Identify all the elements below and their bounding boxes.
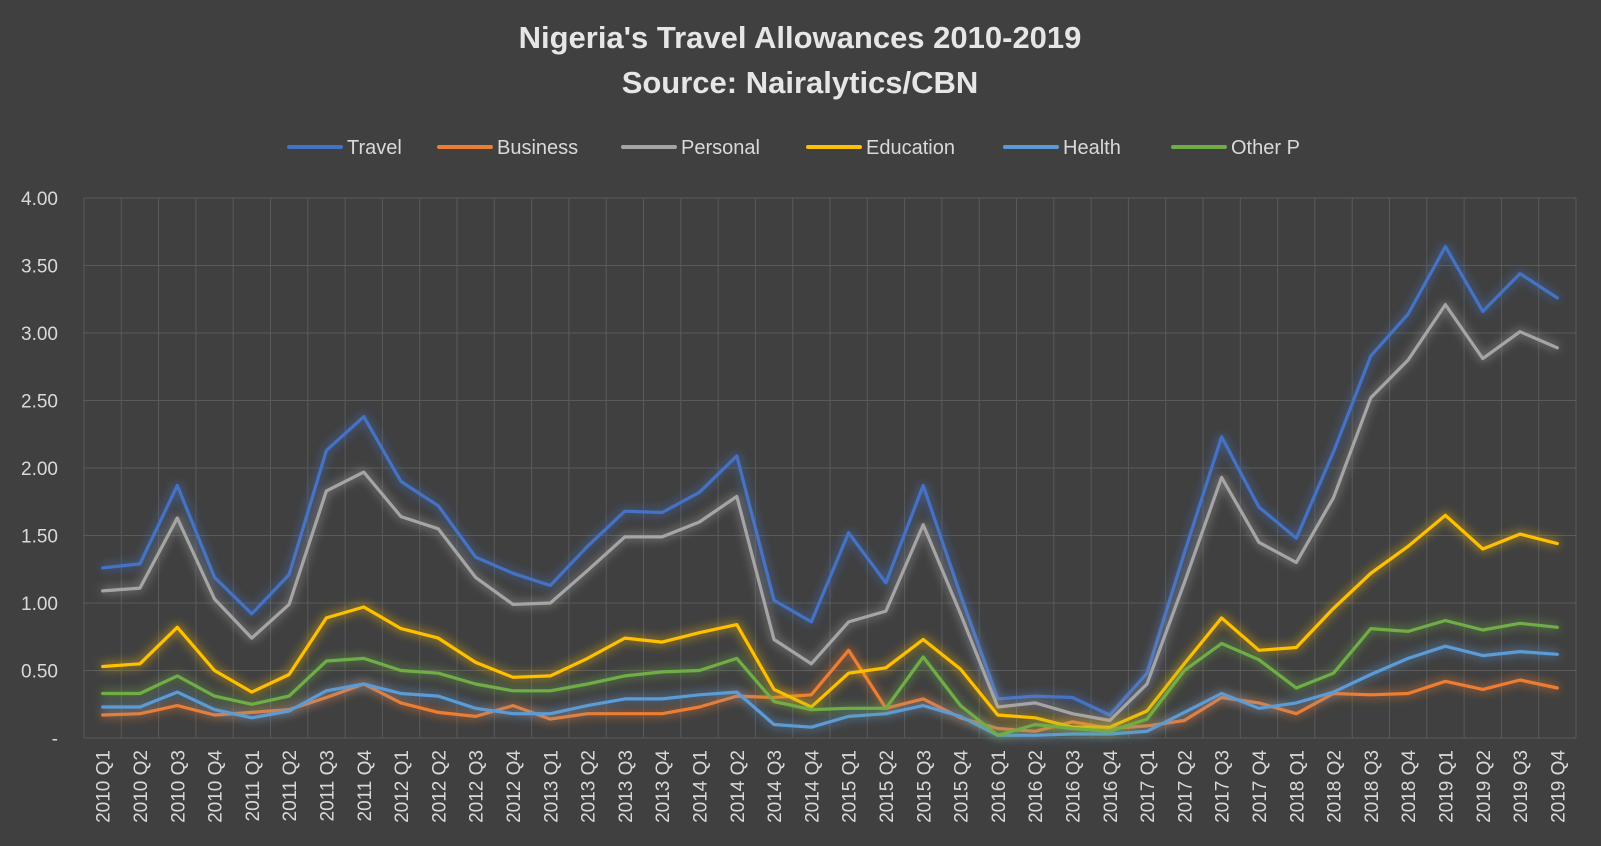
series-line-personal bbox=[101, 303, 1559, 723]
x-tick-label: 2019 Q4 bbox=[1548, 750, 1569, 823]
x-tick-label: 2019 Q2 bbox=[1474, 750, 1495, 823]
series-lines bbox=[101, 245, 1559, 737]
x-tick-label: 2013 Q3 bbox=[616, 750, 637, 823]
x-tick-label: 2018 Q4 bbox=[1399, 750, 1420, 823]
x-tick-label: 2012 Q3 bbox=[467, 750, 488, 823]
x-tick-label: 2011 Q3 bbox=[317, 750, 338, 821]
legend-label: Personal bbox=[681, 137, 760, 159]
y-tick-label: 1.00 bbox=[21, 594, 58, 615]
series-line-other-p bbox=[101, 618, 1559, 737]
legend-label: Education bbox=[866, 137, 955, 159]
x-tick-label: 2015 Q4 bbox=[952, 750, 973, 823]
x-tick-label: 2017 Q1 bbox=[1138, 750, 1159, 823]
y-axis: - 0.50 1.00 1.50 2.00 2.50 3.00 3.50 4.00 bbox=[21, 189, 58, 750]
series-line-education bbox=[101, 513, 1559, 729]
x-tick-label: 2018 Q2 bbox=[1325, 750, 1346, 823]
x-tick-label: 2010 Q4 bbox=[206, 750, 227, 823]
x-tick-label: 2017 Q3 bbox=[1213, 750, 1234, 823]
legend-label: Travel bbox=[347, 137, 402, 159]
x-tick-label: 2010 Q2 bbox=[131, 750, 152, 823]
x-tick-label: 2011 Q4 bbox=[355, 750, 376, 822]
x-tick-label: 2013 Q4 bbox=[653, 750, 674, 823]
legend: Travel Business Personal Education Health Oth… bbox=[287, 137, 1300, 159]
x-tick-label: 2016 Q3 bbox=[1063, 750, 1084, 823]
x-tick-label: 2016 Q2 bbox=[1026, 750, 1047, 823]
x-tick-label: 2017 Q4 bbox=[1250, 750, 1271, 823]
x-tick-label: 2014 Q2 bbox=[728, 750, 749, 823]
y-tick-label: 0.50 bbox=[21, 662, 58, 683]
x-tick-label: 2016 Q4 bbox=[1101, 750, 1122, 823]
y-tick-label: 3.00 bbox=[21, 324, 58, 345]
x-tick-label: 2012 Q2 bbox=[429, 750, 450, 823]
x-tick-label: 2015 Q1 bbox=[840, 750, 861, 823]
x-tick-label: 2019 Q1 bbox=[1436, 750, 1457, 823]
x-tick-label: 2014 Q4 bbox=[802, 750, 823, 823]
x-tick-label: 2015 Q2 bbox=[877, 750, 898, 823]
x-tick-label: 2010 Q1 bbox=[94, 750, 115, 823]
legend-label: Business bbox=[497, 137, 578, 159]
x-tick-label: 2010 Q3 bbox=[168, 750, 189, 823]
x-tick-label: 2018 Q1 bbox=[1287, 750, 1308, 823]
x-tick-label: 2015 Q3 bbox=[914, 750, 935, 823]
legend-label: Health bbox=[1063, 137, 1121, 159]
x-tick-label: 2017 Q2 bbox=[1175, 750, 1196, 823]
grid bbox=[83, 197, 1577, 739]
x-tick-label: 2011 Q2 bbox=[280, 750, 301, 821]
x-tick-label: 2013 Q1 bbox=[541, 750, 562, 823]
x-tick-label: 2013 Q2 bbox=[579, 750, 600, 823]
x-tick-label: 2016 Q1 bbox=[989, 750, 1010, 823]
y-tick-label: 1.50 bbox=[21, 527, 58, 548]
series-line-travel bbox=[101, 245, 1559, 717]
x-tick-label: 2014 Q1 bbox=[690, 750, 711, 823]
x-tick-label: 2019 Q3 bbox=[1511, 750, 1532, 823]
legend-label: Other P bbox=[1231, 137, 1300, 159]
y-tick-label: 3.50 bbox=[21, 257, 58, 278]
x-tick-label: 2011 Q1 bbox=[243, 750, 264, 821]
x-tick-label: 2018 Q3 bbox=[1362, 750, 1383, 823]
y-tick-label: 2.50 bbox=[21, 392, 58, 413]
chart-subtitle: Source: Nairalytics/CBN bbox=[622, 65, 979, 100]
x-tick-label: 2014 Q3 bbox=[765, 750, 786, 823]
x-tick-label: 2012 Q1 bbox=[392, 750, 413, 823]
x-axis: 2010 Q1 2010 Q2 2010 Q3 2010 Q4 2011 Q1 2011 … bbox=[94, 750, 1570, 823]
series-line-health bbox=[101, 644, 1559, 737]
y-tick-label: 4.00 bbox=[21, 189, 58, 210]
y-tick-label: 2.00 bbox=[21, 459, 58, 480]
y-tick-label: - bbox=[52, 729, 58, 750]
chart-title: Nigeria's Travel Allowances 2010-2019 bbox=[519, 20, 1082, 55]
x-tick-label: 2012 Q4 bbox=[504, 750, 525, 823]
series-line-business bbox=[101, 648, 1559, 733]
